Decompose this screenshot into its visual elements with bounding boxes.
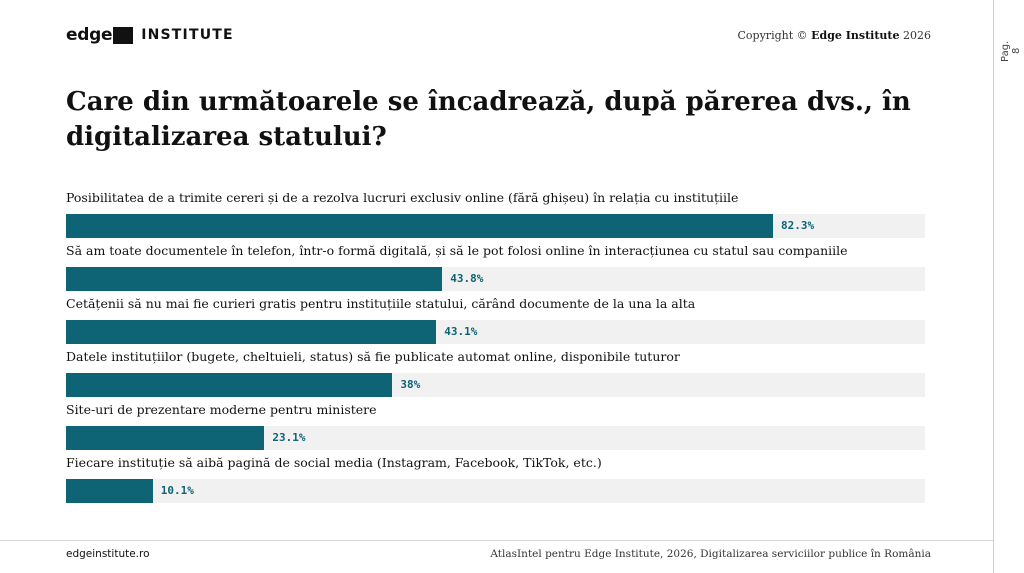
bar-track: 43.1%: [66, 320, 925, 344]
copyright-year: 2026: [899, 29, 931, 42]
bar-value-label: 10.1%: [160, 484, 194, 497]
page-edge-divider: [993, 0, 994, 573]
bar-value-label: 43.8%: [450, 272, 484, 285]
bar-category-label: Să am toate documentele în telefon, într…: [66, 243, 848, 258]
edge-institute-logo: edge INSTITUTE: [66, 25, 234, 45]
bar: [66, 267, 443, 291]
bar: [66, 214, 773, 238]
bar-value-label: 43.1%: [444, 325, 478, 338]
horizontal-bar-chart: Posibilitatea de a trimite cereri și de …: [66, 188, 925, 504]
bar: [66, 320, 437, 344]
copyright-brand: Edge Institute: [811, 29, 900, 42]
bar-category-label: Fiecare instituție să aibă pagină de soc…: [66, 455, 602, 470]
bar: [66, 479, 153, 503]
copyright-prefix: Copyright ©: [737, 29, 812, 42]
bar-category-label: Cetățenii să nu mai fie curieri gratis p…: [66, 296, 696, 311]
chart-title: Care din următoarele se încadrează, după…: [66, 87, 911, 152]
bar-value-label: 38%: [400, 378, 421, 391]
footer-divider: [0, 540, 993, 541]
bar-category-label: Datele instituțiilor (bugete, cheltuieli…: [66, 349, 680, 364]
logo-block-icon: [113, 26, 134, 44]
bar-value-label: 82.3%: [780, 219, 815, 232]
copyright-notice: Copyright © Edge Institute 2026: [738, 29, 931, 42]
bar-track: 82.3%: [66, 214, 925, 238]
bar-track: 38%: [66, 373, 925, 397]
bar: [66, 373, 393, 397]
bar: [66, 426, 265, 450]
bar-track: 23.1%: [66, 426, 925, 450]
bar-category-label: Site-uri de prezentare moderne pentru mi…: [66, 402, 377, 417]
page-gutter: [994, 0, 1024, 573]
bar-category-label: Posibilitatea de a trimite cereri și de …: [66, 190, 739, 205]
logo-institute-text: INSTITUTE: [141, 27, 234, 43]
bar-value-label: 23.1%: [272, 431, 306, 444]
logo-edge-text: edge: [66, 25, 113, 45]
footer-source: AtlasIntel pentru Edge Institute, 2026, …: [490, 548, 931, 560]
page-number: Pag. 8: [1000, 40, 1022, 62]
footer-website: edgeinstitute.ro: [66, 548, 150, 560]
bar-track: 10.1%: [66, 479, 925, 503]
bar-track: 43.8%: [66, 267, 925, 291]
